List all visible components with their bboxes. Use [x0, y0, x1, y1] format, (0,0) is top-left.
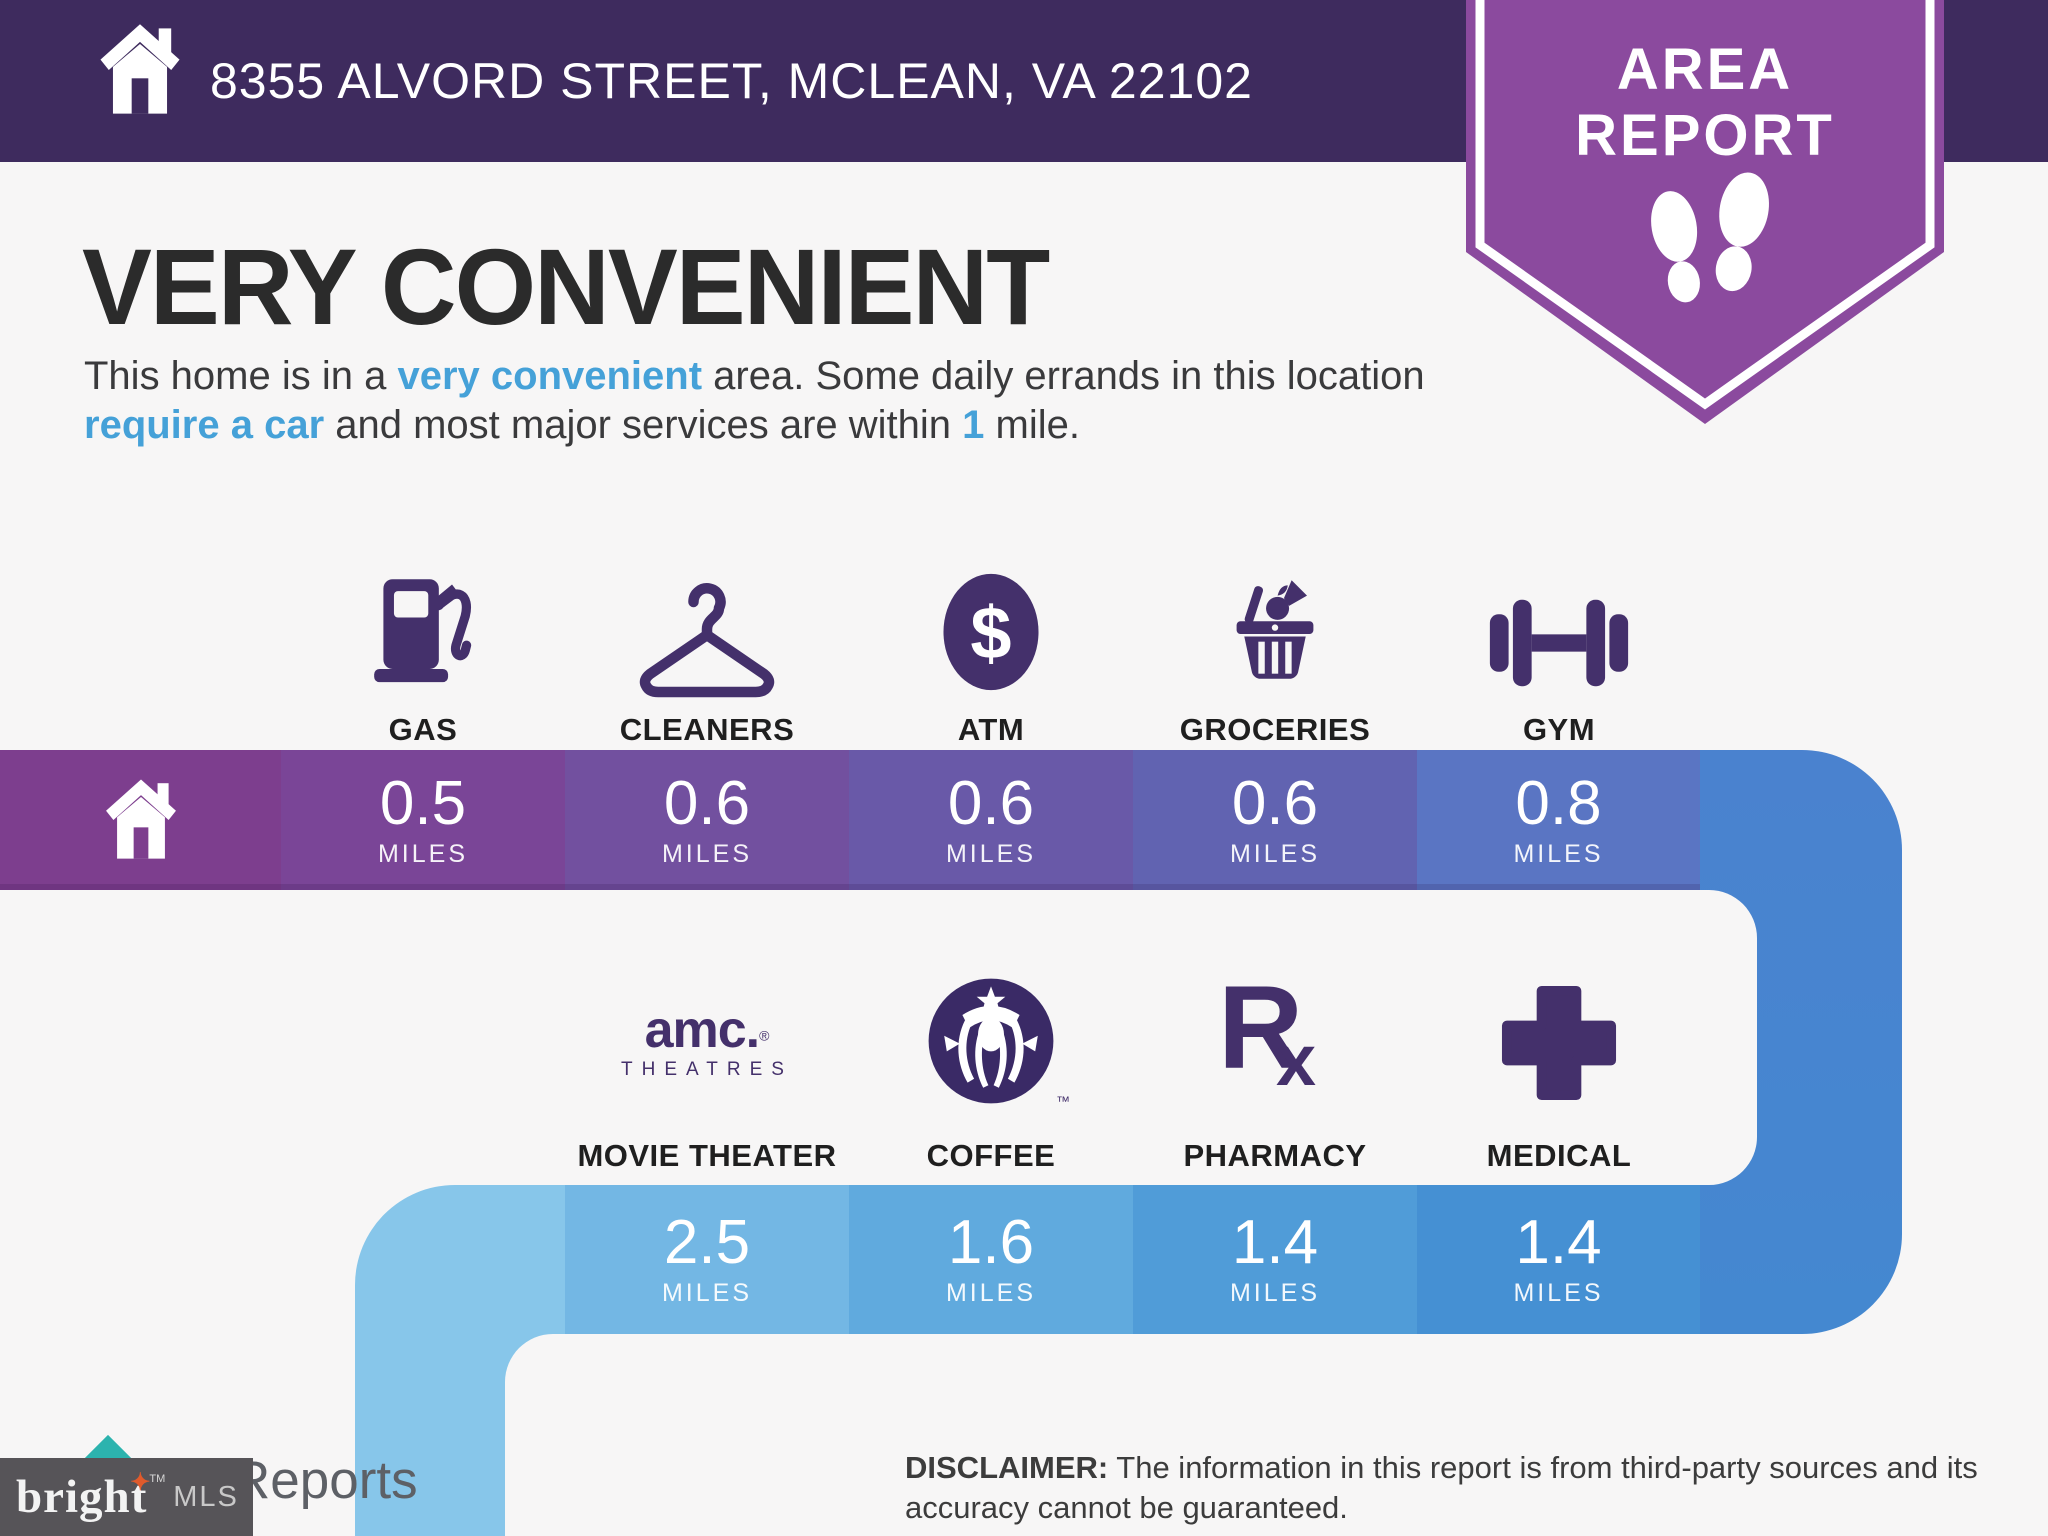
category-movie-theater: amc.® THEATRES MOVIE THEATER — [547, 962, 867, 1174]
category-label: MEDICAL — [1486, 1138, 1632, 1173]
home-segment — [0, 750, 281, 890]
distance-cell-atm: 0.6 MILES — [849, 750, 1133, 890]
intro-highlight-require-a-car: require a car — [84, 403, 325, 447]
star-icon: ✦ — [130, 1470, 152, 1496]
intro-text: mile. — [984, 403, 1080, 447]
category-label: MOVIE THEATER — [577, 1138, 837, 1173]
bright-logo-text: bright — [16, 1471, 148, 1523]
home-icon — [100, 24, 180, 114]
category-gym: GYM — [1417, 540, 1701, 748]
bar-bottom-shade — [0, 884, 1700, 890]
mls-logo-text: MLS — [173, 1480, 239, 1513]
category-label: COFFEE — [926, 1138, 1056, 1173]
badge-title-line2: REPORT — [1575, 103, 1835, 168]
distance-cell-gas: 0.5 MILES — [281, 750, 565, 890]
trademark-icon: ™ — [1056, 1092, 1070, 1109]
distance-unit: MILES — [945, 1279, 1037, 1307]
distance-value: 1.4 — [1515, 1208, 1602, 1277]
category-cleaners: CLEANERS — [565, 540, 849, 748]
distance-value: 2.5 — [663, 1208, 751, 1277]
path-inner-cutout-bottom — [505, 1334, 2048, 1536]
category-pharmacy: R x PHARMACY — [1115, 962, 1435, 1174]
distance-unit: MILES — [1513, 1279, 1604, 1307]
category-coffee: ™ COFFEE — [831, 962, 1151, 1174]
badge-title-line1: AREA — [1616, 37, 1794, 102]
intro-text: and most major services are within — [324, 403, 963, 447]
distance-value: 0.5 — [379, 768, 467, 838]
distance-value: 0.6 — [1231, 768, 1319, 838]
home-icon — [105, 779, 176, 859]
reports-wordmark: Reports — [232, 1451, 418, 1510]
disclaimer-label: DISCLAIMER: — [905, 1450, 1109, 1485]
distance-unit: MILES — [1513, 839, 1604, 868]
distance-value: 0.8 — [1515, 768, 1602, 838]
category-gas: GAS — [281, 540, 565, 748]
distance-cell-movie-theater: 2.5 MILES — [565, 1185, 849, 1334]
dollar-icon: $ — [943, 573, 1039, 691]
starbucks-logo — [928, 978, 1054, 1103]
footsteps-icon — [1651, 172, 1769, 303]
disclaimer-text: DISCLAIMER: The information in this repo… — [905, 1448, 2005, 1528]
intro-text: This home is in a — [84, 354, 398, 398]
bright-logo: bright ✦ — [16, 1470, 150, 1524]
category-label: GYM — [1522, 712, 1596, 747]
intro-highlight-very-convenient: very convenient — [397, 354, 703, 398]
distance-unit: MILES — [661, 839, 753, 868]
gas-pump-icon — [374, 579, 472, 683]
distance-bar-row2: 2.5 MILES 1.6 MILES 1.4 MILES 1.4 MILES — [0, 1185, 2048, 1334]
amc-wordmark: amc. — [644, 1001, 761, 1059]
badge-pennant-shape — [1466, 0, 1944, 424]
trademark-icon: TM — [149, 1473, 166, 1485]
distance-cell-medical: 1.4 MILES — [1417, 1185, 1700, 1334]
dumbbell-icon — [1489, 599, 1629, 687]
intro-highlight-one: 1 — [962, 403, 985, 447]
category-groceries: GROCERIES — [1133, 540, 1417, 748]
distance-value: 0.6 — [947, 768, 1035, 838]
rx-icon: R x — [1200, 962, 1350, 1118]
amc-subtext: THEATRES — [621, 1059, 793, 1080]
distance-cell-gym: 0.8 MILES — [1417, 750, 1700, 890]
svg-text:$: $ — [970, 591, 1011, 674]
distance-unit: MILES — [1229, 839, 1321, 868]
category-label: PHARMACY — [1183, 1138, 1367, 1173]
distance-unit: MILES — [1229, 1279, 1321, 1307]
registered-mark-icon: ® — [759, 1027, 770, 1044]
path-inner-cutout-right — [1040, 890, 1757, 1185]
distance-value: 0.6 — [663, 768, 751, 838]
distance-cell-pharmacy: 1.4 MILES — [1133, 1185, 1417, 1334]
property-address: 8355 ALVORD STREET, MCLEAN, VA 22102 — [210, 53, 1253, 109]
rx-letter-x: x — [1276, 1021, 1317, 1101]
category-label: ATM — [957, 712, 1025, 747]
hanger-icon — [639, 583, 775, 698]
distance-unit: MILES — [661, 1279, 753, 1307]
intro-text: area. Some daily errands in this locatio… — [702, 354, 1425, 398]
distance-bar-row1: 0.5 MILES 0.6 MILES 0.6 MILES 0.6 MILES … — [0, 750, 2048, 890]
page-title: VERY CONVENIENT — [82, 226, 1050, 347]
intro-paragraph: This home is in a very convenient area. … — [84, 352, 1464, 450]
distance-cell-groceries: 0.6 MILES — [1133, 750, 1417, 890]
category-medical: MEDICAL — [1399, 962, 1719, 1174]
category-label: GAS — [388, 712, 458, 747]
bright-mls-watermark: bright ✦ TM MLS — [0, 1458, 253, 1536]
distance-value: 1.6 — [947, 1208, 1035, 1277]
medical-cross-icon — [1501, 985, 1617, 1101]
amc-theatres-logo: amc.® THEATRES — [621, 1004, 793, 1081]
category-label: CLEANERS — [619, 712, 795, 747]
distance-unit: MILES — [377, 839, 469, 868]
area-report-badge: AREA REPORT — [1466, 0, 1944, 430]
category-atm: $ ATM — [849, 540, 1133, 748]
basket-icon — [1236, 580, 1314, 679]
distance-value: 1.4 — [1231, 1208, 1319, 1277]
distance-cell-cleaners: 0.6 MILES — [565, 750, 849, 890]
disclaimer-body: The information in this report is from t… — [905, 1450, 1978, 1525]
rx-letter-r: R — [1218, 962, 1304, 1094]
distance-cell-coffee: 1.6 MILES — [849, 1185, 1133, 1334]
distance-unit: MILES — [945, 839, 1037, 868]
category-label: GROCERIES — [1179, 712, 1371, 747]
